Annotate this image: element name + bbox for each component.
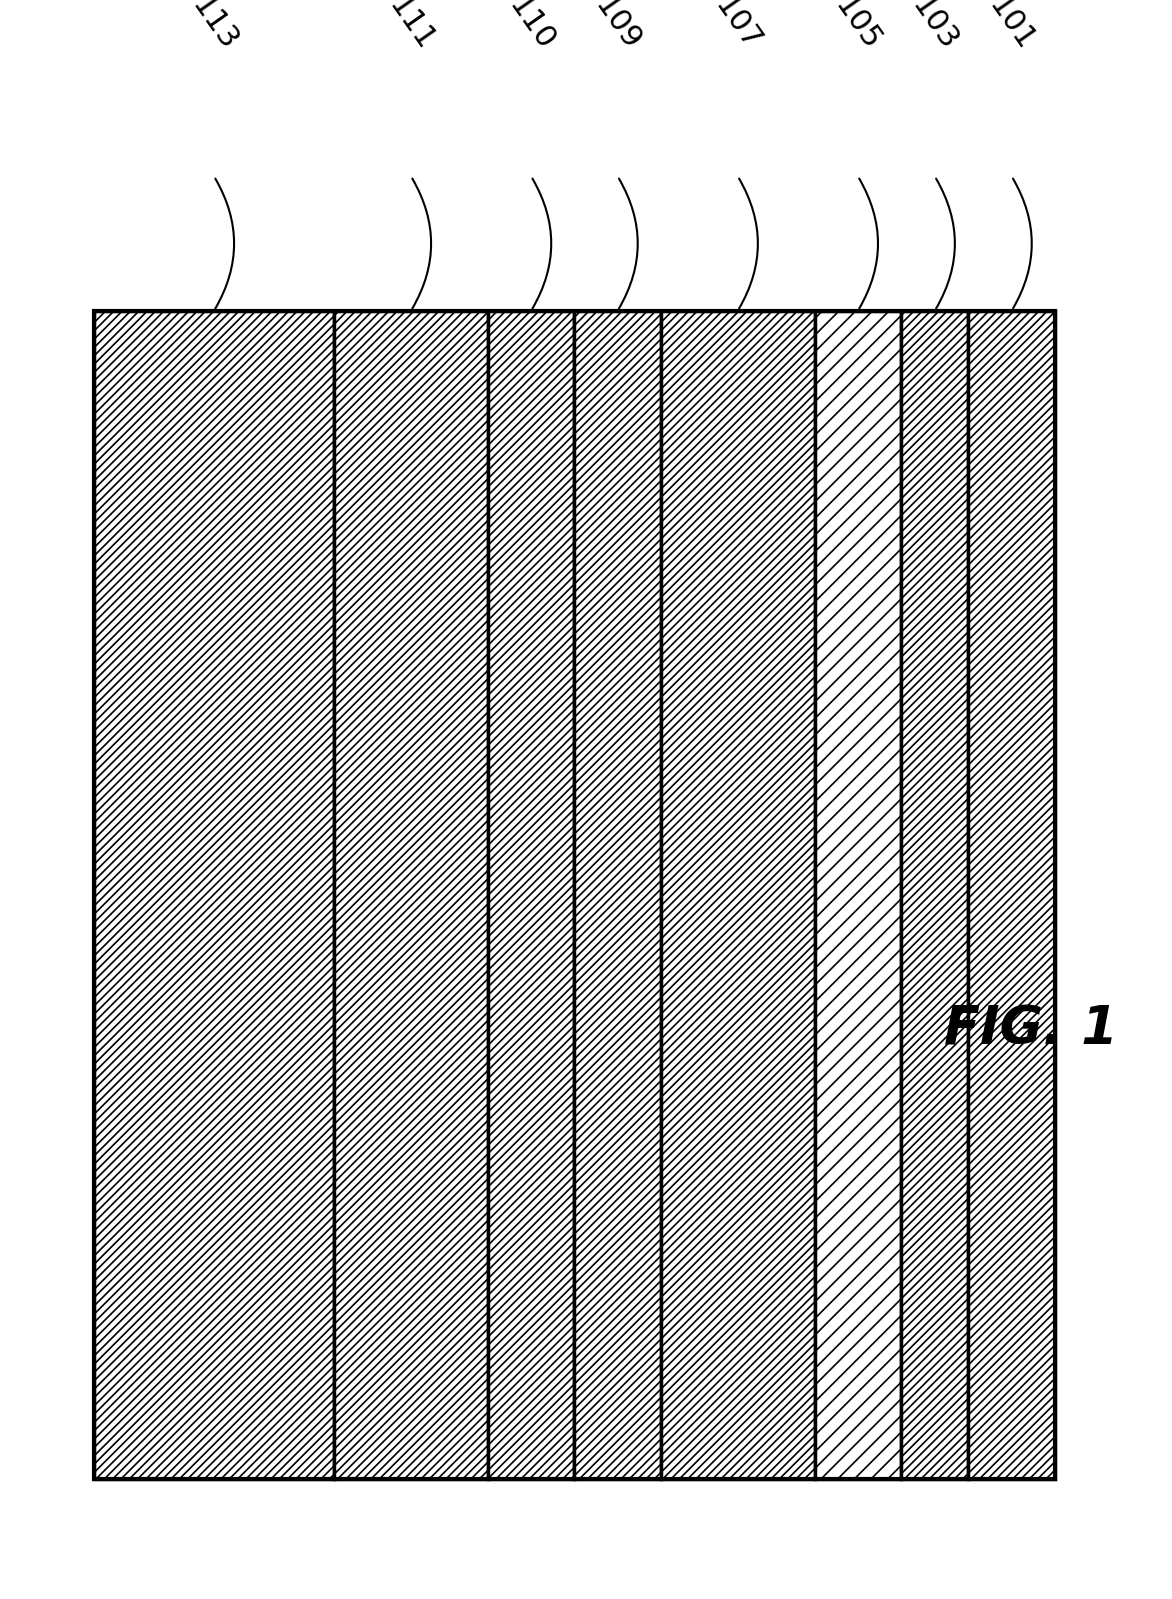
Bar [334, 310, 488, 1479]
Text: FIG. 1: FIG. 1 [945, 1004, 1118, 1055]
Text: 110: 110 [503, 0, 559, 56]
Bar [488, 310, 574, 1479]
Bar [94, 310, 1055, 1479]
Text: 111: 111 [382, 0, 440, 56]
Text: 109: 109 [590, 0, 646, 56]
Bar [661, 310, 815, 1479]
Text: 113: 113 [185, 0, 243, 56]
Bar [968, 310, 1055, 1479]
Bar [574, 310, 661, 1479]
Text: 105: 105 [830, 0, 886, 56]
Bar [815, 310, 901, 1479]
Bar [94, 310, 334, 1479]
Text: 101: 101 [983, 0, 1040, 56]
Bar [901, 310, 968, 1479]
Text: 107: 107 [709, 0, 766, 56]
Text: 103: 103 [906, 0, 963, 56]
